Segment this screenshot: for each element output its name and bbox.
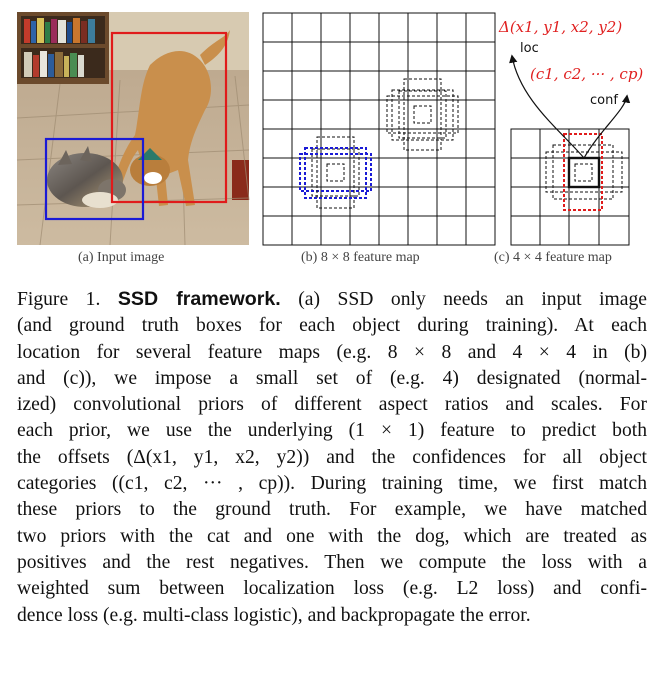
caption-line: the offsets (Δ(x1, y1, x2, y2)) and the …: [17, 446, 647, 468]
caption-line: positives and the rest negatives. Then w…: [17, 551, 647, 573]
confidences-label: (c1, c2, ··· , cp): [530, 65, 643, 83]
loc-arrow: [509, 54, 585, 159]
dog-ground-truth-box: [110, 31, 228, 204]
default-boxes-other: [386, 78, 459, 151]
figure-panels: Δ(x1, y1, x2, y2) loc (c1, c2, ··· , cp)…: [16, 12, 643, 246]
conf-arrow: [583, 94, 631, 159]
caption-label: Figure 1.: [17, 289, 101, 310]
input-image: [16, 12, 250, 246]
default-boxes-cat: [299, 136, 372, 209]
caption-line: these priors to the ground truth. For ex…: [17, 499, 647, 521]
caption-line: location for several feature maps (e.g. …: [17, 341, 647, 363]
caption-line: two priors with the cat and one with the…: [17, 525, 647, 547]
grid-4x4: [510, 128, 630, 246]
caption-line: categories ((c1, c2, ··· , cp)). During …: [17, 473, 647, 495]
caption-line: dence loss (e.g. multi-class logistic), …: [17, 604, 531, 626]
conf-label: conf: [590, 93, 618, 108]
offsets-label: Δ(x1, y1, x2, y2): [498, 18, 622, 36]
subfigure-a-caption: (a) Input image: [78, 250, 165, 265]
figure-caption: Figure 1. SSD framework. (a) SSD only ne…: [17, 286, 647, 629]
caption-line: (and ground truth boxes for each object …: [17, 315, 647, 337]
cat-ground-truth-box: [44, 137, 145, 221]
caption-line-1: Figure 1. SSD framework. (a) SSD only ne…: [17, 288, 647, 310]
grid-8x8: [262, 12, 496, 246]
default-boxes-dog: [545, 133, 623, 211]
caption-title: SSD framework.: [117, 288, 281, 310]
subfigure-c-caption: (c) 4 × 4 feature map: [494, 250, 612, 265]
caption-line: weighted sum between localization loss (…: [17, 578, 647, 600]
caption-line: ized) convolutional priors of different …: [17, 394, 647, 416]
subfigure-b-caption: (b) 8 × 8 feature map: [301, 250, 420, 265]
caption-line: each prior, we use the underlying (1 × 1…: [17, 420, 647, 442]
caption-line: and (c)), we impose a small set of (e.g.…: [17, 367, 647, 389]
loc-label: loc: [520, 41, 539, 56]
selected-cell: [567, 156, 601, 189]
